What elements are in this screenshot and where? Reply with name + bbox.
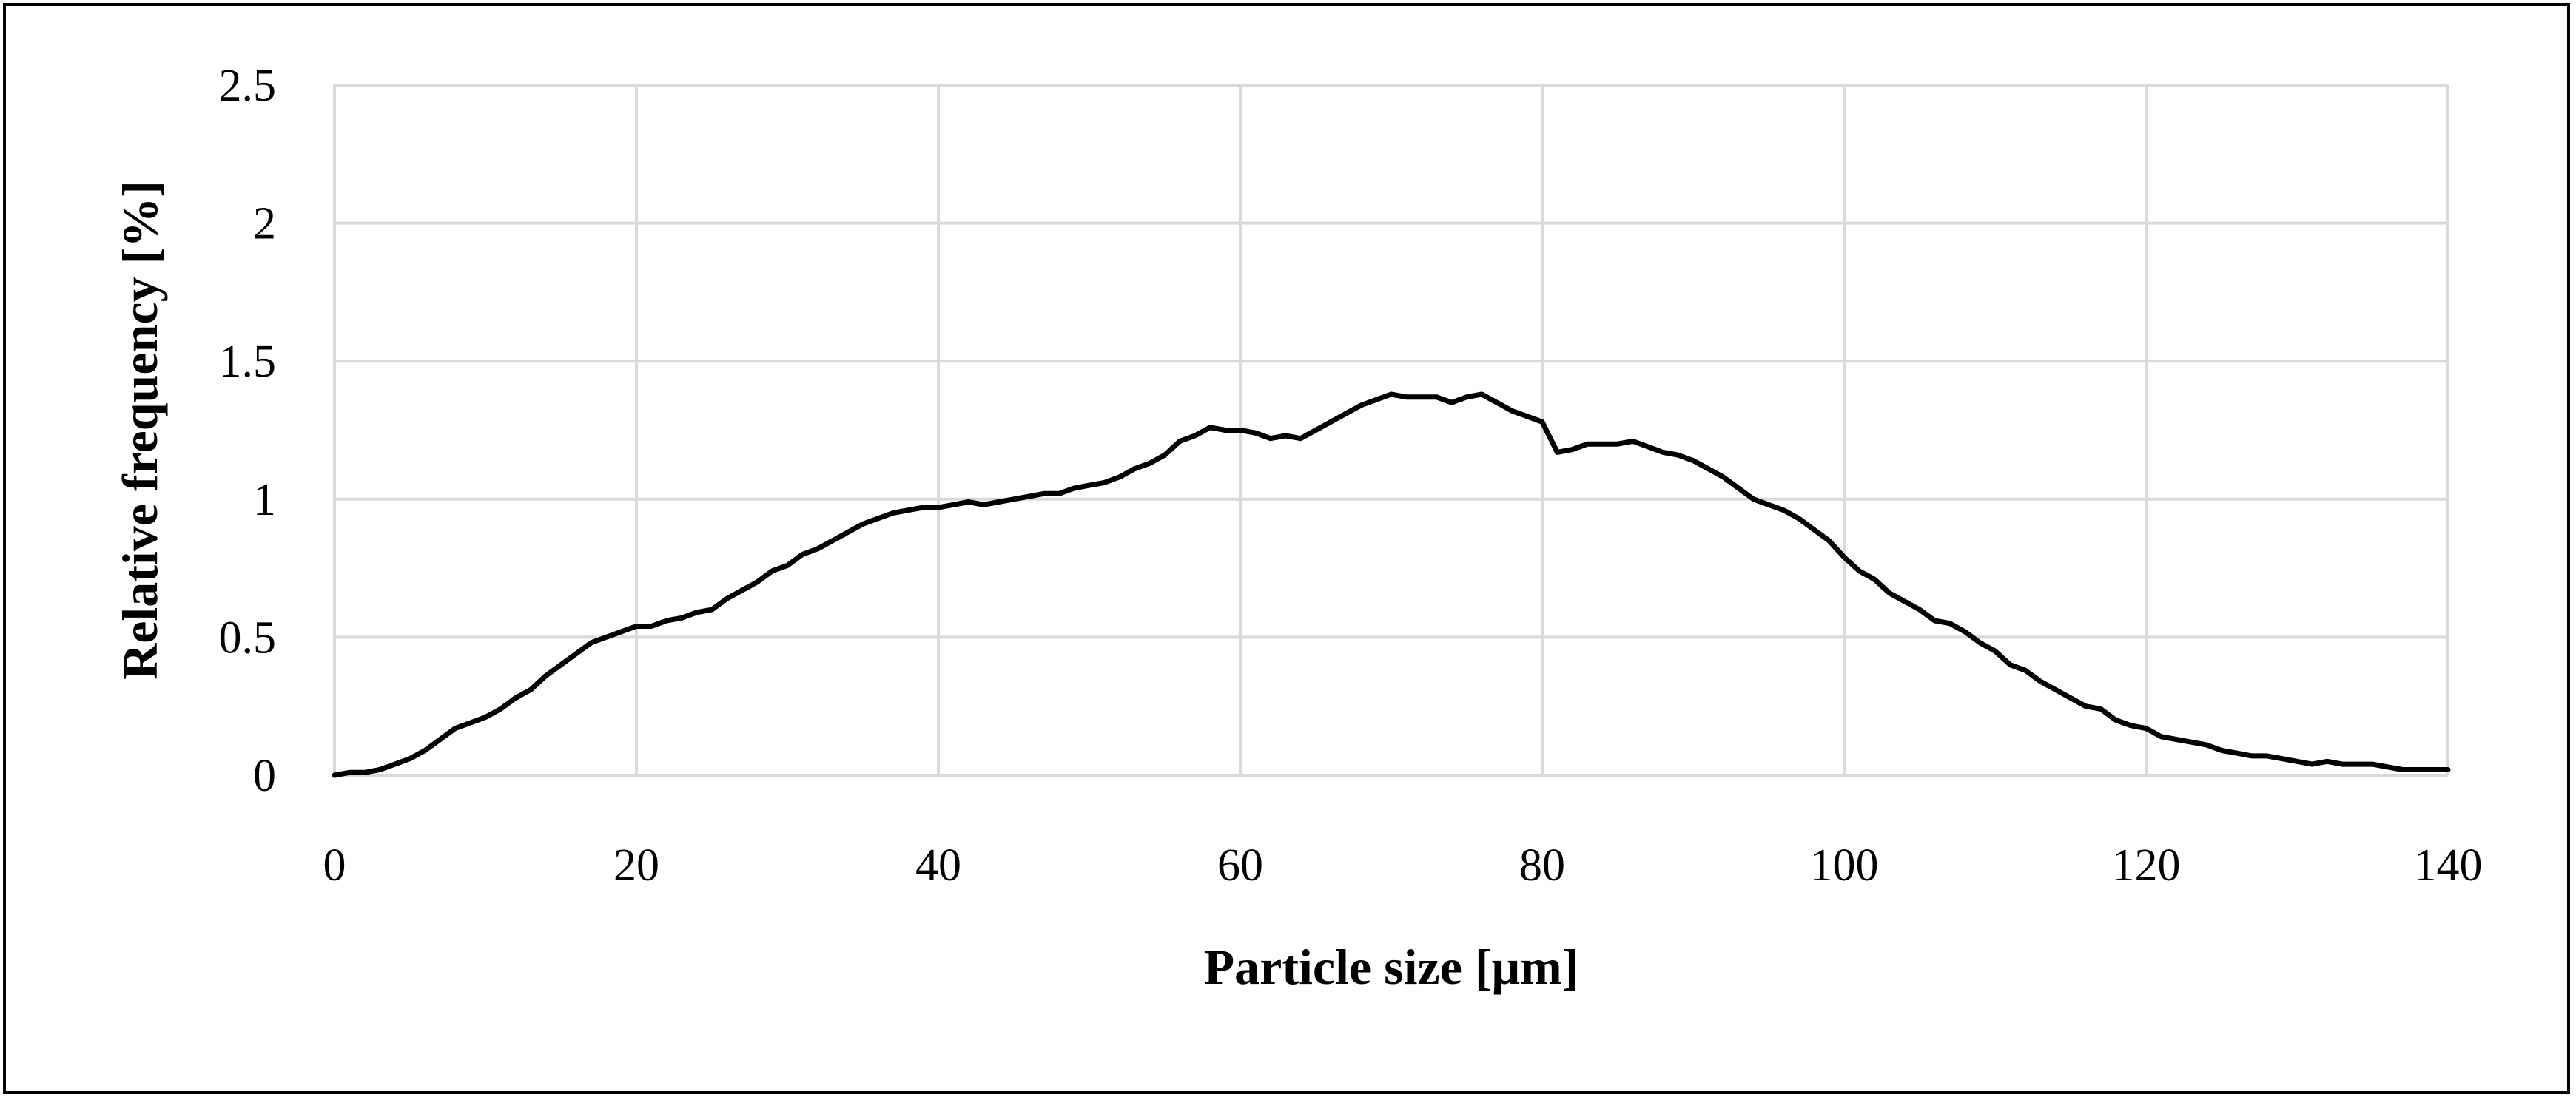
chart-frame xyxy=(3,3,2570,1094)
y-tick-label: 0 xyxy=(253,751,276,801)
y-tick-label: 1.5 xyxy=(219,337,277,387)
y-tick-label: 2.5 xyxy=(219,61,277,111)
y-axis-ticks: 0 0.5 1 1.5 2 2.5 xyxy=(219,61,277,801)
y-axis-title: Relative frequency [%] xyxy=(112,180,168,680)
x-tick-label: 0 xyxy=(323,840,346,891)
series-line xyxy=(332,391,2451,778)
x-axis-title: Particle size [μm] xyxy=(1204,939,1579,995)
x-tick-label: 20 xyxy=(613,840,659,891)
x-tick-label: 60 xyxy=(1217,840,1263,891)
x-tick-label: 40 xyxy=(915,840,961,891)
x-tick-label: 120 xyxy=(2112,840,2181,891)
x-tick-label: 100 xyxy=(1810,840,1879,891)
x-axis-ticks: 0 20 40 60 80 100 120 140 xyxy=(323,840,2483,891)
x-tick-label: 80 xyxy=(1519,840,1565,891)
y-tick-label: 0.5 xyxy=(219,613,277,663)
y-tick-label: 1 xyxy=(253,475,276,525)
y-tick-label: 2 xyxy=(253,199,276,249)
gridlines xyxy=(333,84,2449,777)
x-tick-label: 140 xyxy=(2414,840,2483,891)
